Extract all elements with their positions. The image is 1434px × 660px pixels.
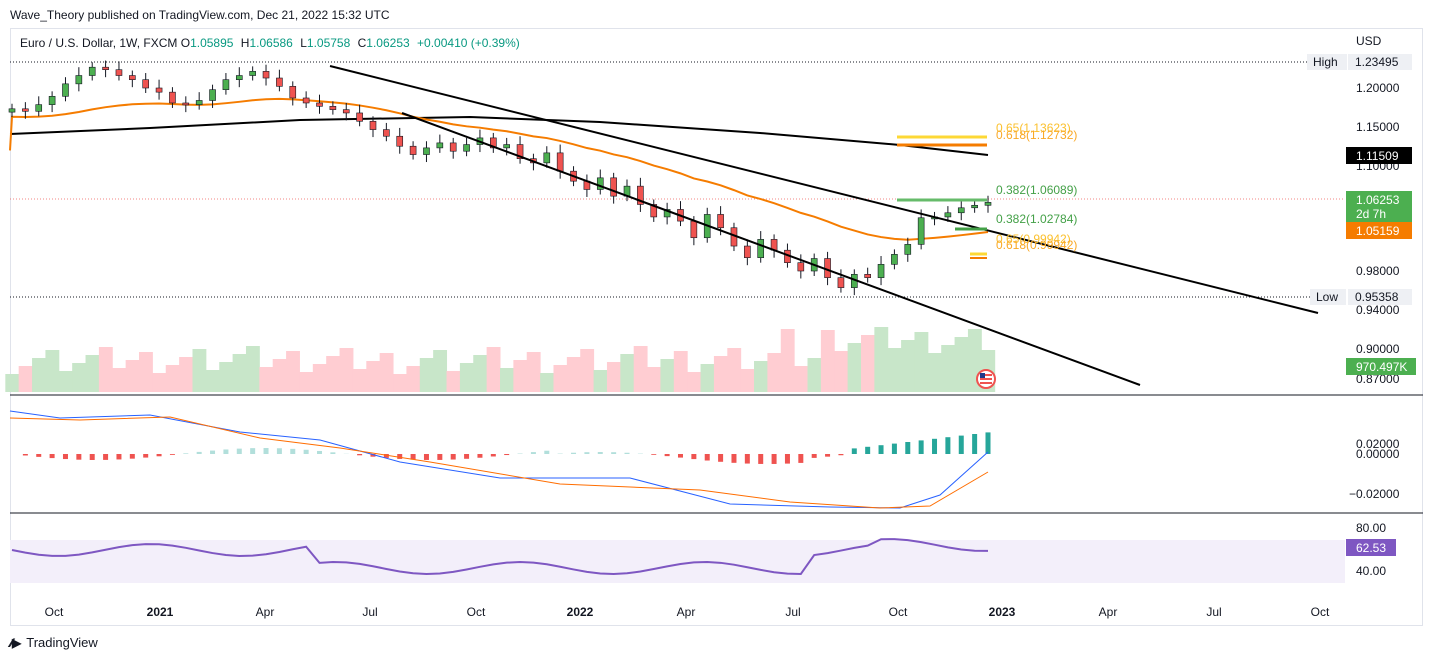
high-value: 1.06586 — [249, 36, 293, 50]
low-label: L — [300, 36, 307, 50]
open-label: O — [180, 36, 191, 50]
close-value: 1.06253 — [366, 36, 410, 50]
symbol-legend: Euro / U.S. Dollar, 1W, FXCM O1.05895 H1… — [20, 36, 524, 50]
symbol-name: Euro / U.S. Dollar, 1W, FXCM — [20, 36, 178, 50]
open-value: 1.05895 — [190, 36, 234, 50]
tradingview-mark-icon: ⁄⁄▶ — [10, 635, 21, 650]
high-label: H — [240, 36, 250, 50]
publisher-line: Wave_Theory published on TradingView.com… — [10, 8, 390, 22]
chart-frame — [10, 28, 1423, 626]
low-value: 1.05758 — [306, 36, 351, 50]
change-value: +0.00410 (+0.39%) — [417, 36, 520, 50]
tradingview-logo[interactable]: ⁄⁄▶ TradingView — [10, 635, 98, 650]
close-label: C — [357, 36, 367, 50]
tradingview-logo-text: TradingView — [26, 635, 98, 650]
